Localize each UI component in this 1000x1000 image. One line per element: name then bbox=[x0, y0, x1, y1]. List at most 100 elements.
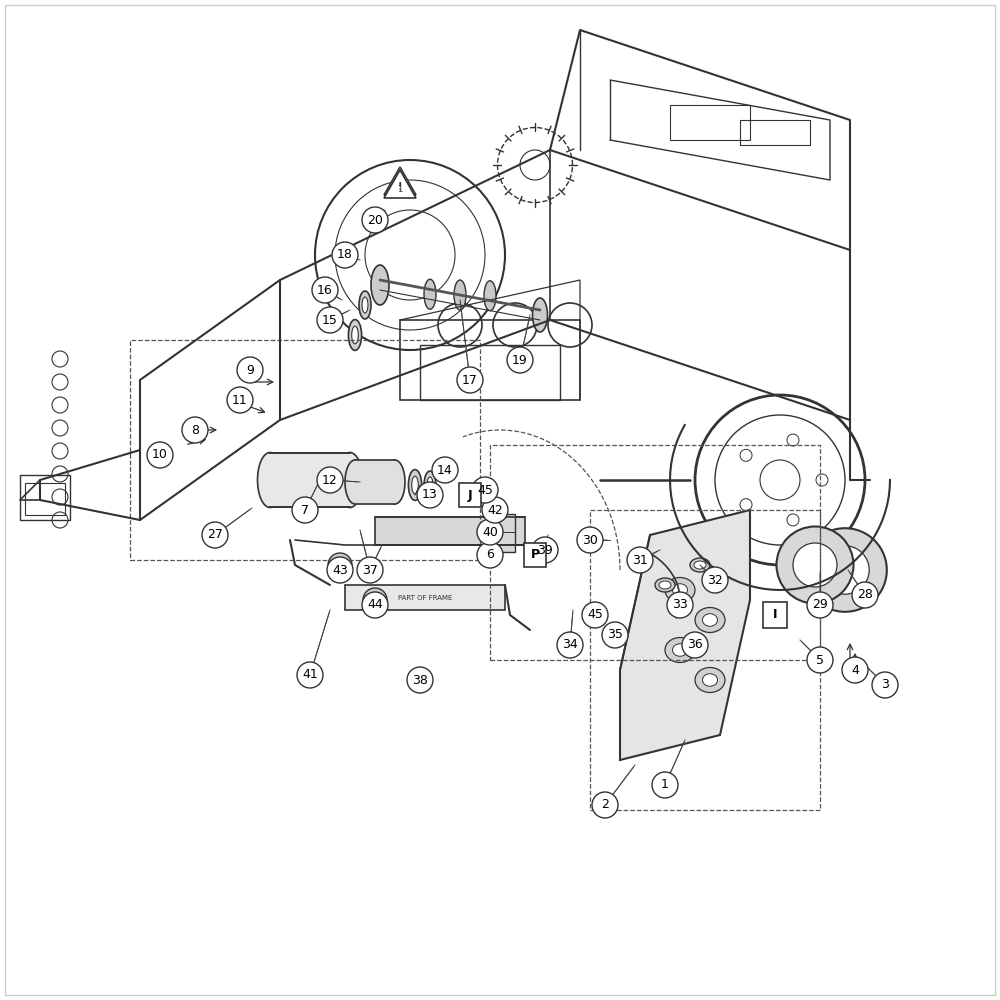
Ellipse shape bbox=[484, 281, 496, 311]
Circle shape bbox=[362, 592, 388, 618]
Text: 6: 6 bbox=[486, 548, 494, 562]
Circle shape bbox=[297, 662, 323, 688]
Bar bbox=[490, 445, 820, 660]
Ellipse shape bbox=[695, 607, 725, 633]
Circle shape bbox=[482, 497, 508, 523]
Ellipse shape bbox=[352, 326, 358, 344]
Ellipse shape bbox=[385, 460, 405, 504]
Ellipse shape bbox=[348, 320, 362, 350]
Text: 45: 45 bbox=[587, 608, 603, 621]
Ellipse shape bbox=[821, 546, 869, 594]
Ellipse shape bbox=[690, 558, 710, 572]
Circle shape bbox=[807, 647, 833, 673]
Bar bbox=[25, 483, 65, 515]
Text: I: I bbox=[773, 608, 777, 621]
Bar bbox=[345, 585, 505, 610]
Circle shape bbox=[602, 622, 628, 648]
Circle shape bbox=[327, 557, 353, 583]
Polygon shape bbox=[384, 170, 416, 198]
Circle shape bbox=[202, 522, 228, 548]
Text: 38: 38 bbox=[412, 674, 428, 686]
Circle shape bbox=[417, 482, 443, 508]
Text: 32: 32 bbox=[707, 574, 723, 586]
Ellipse shape bbox=[362, 297, 368, 313]
Ellipse shape bbox=[454, 280, 466, 310]
Circle shape bbox=[363, 588, 387, 612]
FancyBboxPatch shape bbox=[763, 602, 787, 628]
Circle shape bbox=[147, 442, 173, 468]
FancyBboxPatch shape bbox=[459, 483, 481, 507]
Circle shape bbox=[592, 792, 618, 818]
Circle shape bbox=[227, 387, 253, 413]
Circle shape bbox=[652, 772, 678, 798]
Text: 10: 10 bbox=[152, 448, 168, 462]
Text: 15: 15 bbox=[322, 314, 338, 326]
Text: 43: 43 bbox=[332, 564, 348, 576]
Text: !: ! bbox=[398, 182, 402, 192]
Text: 7: 7 bbox=[301, 504, 309, 516]
Text: 3: 3 bbox=[881, 678, 889, 692]
Bar bbox=[20, 475, 70, 520]
Bar bbox=[487, 514, 515, 552]
Text: 35: 35 bbox=[607, 629, 623, 642]
Text: 1: 1 bbox=[397, 186, 403, 194]
Ellipse shape bbox=[408, 470, 422, 500]
Text: 20: 20 bbox=[367, 214, 383, 227]
Polygon shape bbox=[384, 167, 416, 195]
Bar bbox=[355, 460, 395, 504]
Circle shape bbox=[477, 519, 503, 545]
Text: 17: 17 bbox=[462, 373, 478, 386]
Circle shape bbox=[292, 497, 318, 523]
Text: PART OF FRAME: PART OF FRAME bbox=[398, 594, 452, 600]
Text: 1: 1 bbox=[661, 778, 669, 792]
Text: 39: 39 bbox=[537, 544, 553, 556]
Ellipse shape bbox=[424, 279, 436, 309]
Ellipse shape bbox=[702, 614, 718, 626]
Circle shape bbox=[362, 207, 388, 233]
Bar bbox=[420, 345, 560, 400]
Ellipse shape bbox=[424, 471, 436, 499]
Ellipse shape bbox=[412, 476, 418, 494]
Ellipse shape bbox=[695, 668, 725, 692]
Ellipse shape bbox=[532, 298, 548, 332]
Circle shape bbox=[432, 457, 458, 483]
Ellipse shape bbox=[258, 452, 283, 508]
Text: 40: 40 bbox=[482, 526, 498, 538]
Circle shape bbox=[532, 537, 558, 563]
Text: 19: 19 bbox=[512, 354, 528, 366]
Ellipse shape bbox=[665, 578, 695, 602]
Circle shape bbox=[317, 307, 343, 333]
Text: 9: 9 bbox=[246, 363, 254, 376]
Text: 14: 14 bbox=[437, 464, 453, 477]
Ellipse shape bbox=[694, 561, 706, 569]
Circle shape bbox=[332, 242, 358, 268]
Text: 41: 41 bbox=[302, 668, 318, 682]
Polygon shape bbox=[620, 510, 750, 760]
Text: 45: 45 bbox=[477, 484, 493, 496]
Text: 44: 44 bbox=[367, 598, 383, 611]
Ellipse shape bbox=[359, 291, 371, 319]
Circle shape bbox=[317, 467, 343, 493]
Ellipse shape bbox=[427, 477, 433, 493]
Circle shape bbox=[842, 657, 868, 683]
Ellipse shape bbox=[665, 638, 695, 662]
Ellipse shape bbox=[655, 578, 675, 592]
Text: 42: 42 bbox=[487, 504, 503, 516]
Circle shape bbox=[182, 417, 208, 443]
Ellipse shape bbox=[776, 526, 854, 603]
Bar bbox=[375, 517, 525, 545]
Bar bbox=[670, 105, 750, 140]
Text: J: J bbox=[468, 488, 472, 502]
Ellipse shape bbox=[702, 674, 718, 686]
Circle shape bbox=[507, 347, 533, 373]
Text: 31: 31 bbox=[632, 554, 648, 566]
Ellipse shape bbox=[338, 452, 362, 508]
Circle shape bbox=[472, 477, 498, 503]
Circle shape bbox=[582, 602, 608, 628]
Text: 30: 30 bbox=[582, 534, 598, 546]
Text: 28: 28 bbox=[857, 588, 873, 601]
Text: 37: 37 bbox=[362, 564, 378, 576]
Circle shape bbox=[328, 553, 352, 577]
Ellipse shape bbox=[371, 265, 389, 305]
Circle shape bbox=[852, 582, 878, 608]
